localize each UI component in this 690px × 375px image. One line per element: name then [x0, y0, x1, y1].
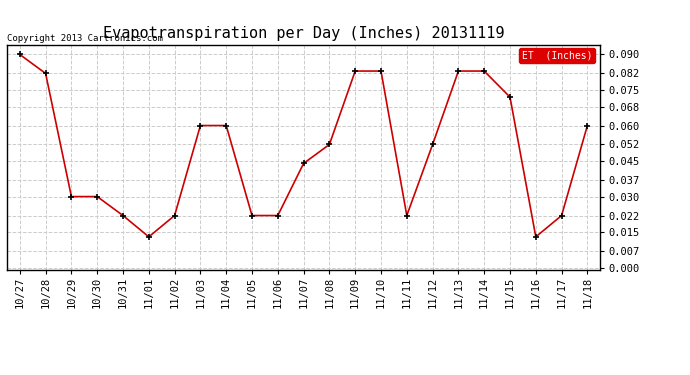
Text: Copyright 2013 Cartronics.com: Copyright 2013 Cartronics.com [7, 34, 163, 43]
Legend: ET  (Inches): ET (Inches) [519, 48, 595, 63]
Title: Evapotranspiration per Day (Inches) 20131119: Evapotranspiration per Day (Inches) 2013… [103, 26, 504, 41]
